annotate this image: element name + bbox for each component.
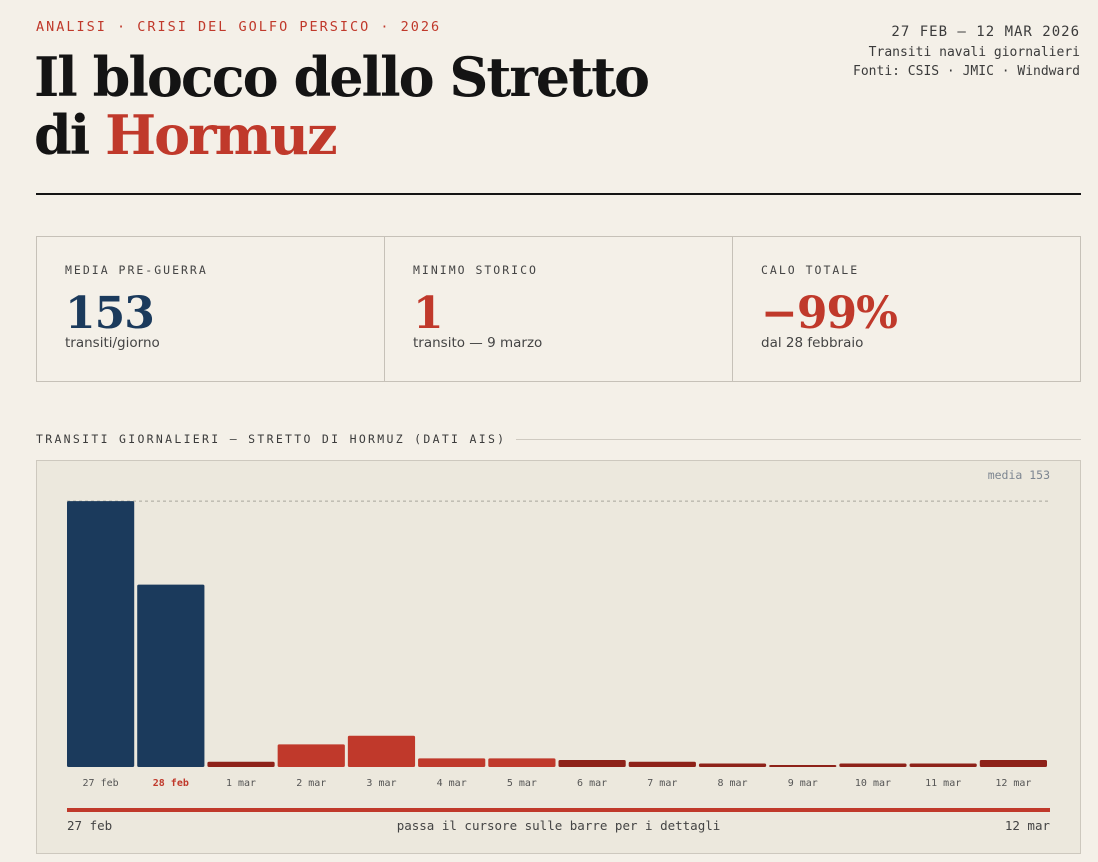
stats-panel: MEDIA PRE-GUERRA 153 transiti/giorno MIN… (36, 236, 1081, 382)
timeline-end-label: 12 mar (1004, 818, 1050, 833)
bar-chart: 27 feb 28 feb 1 mar 2 mar 3 mar 4 mar 5 mar 6 m… (67, 500, 1050, 789)
x-tick-label: 27 feb (83, 778, 119, 789)
title-line-1: Il blocco dello Stretto (34, 45, 650, 109)
meta-info: 27 FEB – 12 MAR 2026 Transiti navali gio… (853, 23, 1080, 82)
x-tick-label: 7 mar (647, 778, 677, 789)
stat-label: CALO TOTALE (761, 263, 860, 277)
bar-chart-panel: 27 feb 28 feb 1 mar 2 mar 3 mar 4 mar 5 mar 6 m… (36, 460, 1081, 854)
stat-historic-minimum: MINIMO STORICO 1 transito — 9 marzo (385, 237, 733, 381)
bar-12-mar[interactable] (979, 760, 1047, 767)
stat-value: 1 (413, 288, 444, 339)
stat-sub: transiti/giorno (65, 335, 160, 351)
bar-3-mar[interactable] (347, 735, 416, 767)
bar-5-mar[interactable] (488, 758, 556, 767)
bar-6-mar[interactable] (558, 760, 626, 767)
stat-value: 153 (65, 288, 155, 339)
bar-11-mar[interactable] (909, 763, 977, 767)
x-tick-label: 28 feb (153, 778, 189, 789)
x-tick-label: 4 mar (437, 778, 467, 789)
chart-section-header: TRANSITI GIORNALIERI — STRETTO DI HORMUZ… (36, 432, 1081, 446)
stat-label: MINIMO STORICO (413, 263, 538, 277)
header-divider (36, 193, 1081, 195)
meta-subject: Transiti navali giornalieri (868, 44, 1080, 60)
meta-dates: 27 FEB – 12 MAR 2026 (891, 24, 1080, 40)
kicker: ANALISI · CRISI DEL GOLFO PERSICO · 2026 (36, 19, 442, 35)
bar-1-mar[interactable] (207, 761, 275, 767)
x-tick-label: 9 mar (788, 778, 818, 789)
timeline-start-label: 27 feb (67, 818, 113, 833)
meta-sources: Fonti: CSIS · JMIC · Windward (853, 64, 1080, 79)
x-tick-label: 10 mar (855, 778, 891, 789)
bar-28-feb[interactable] (137, 584, 205, 767)
stat-sub: transito — 9 marzo (413, 335, 543, 351)
stat-value: −99% (761, 288, 898, 339)
stat-label: MEDIA PRE-GUERRA (65, 263, 208, 277)
title-prefix: di (34, 103, 90, 167)
x-tick-label: 3 mar (366, 778, 396, 789)
x-tick-label: 5 mar (507, 778, 537, 789)
chart-section-title: TRANSITI GIORNALIERI — STRETTO DI HORMUZ… (36, 432, 507, 446)
x-tick-label: 1 mar (226, 778, 256, 789)
x-tick-label: 11 mar (925, 778, 961, 789)
bar-2-mar[interactable] (277, 744, 345, 767)
x-tick-label: 8 mar (717, 778, 747, 789)
section-rule (516, 438, 1081, 440)
x-tick-label: 6 mar (577, 778, 607, 789)
bar-27-feb[interactable] (67, 501, 135, 767)
stat-total-drop: CALO TOTALE −99% dal 28 febbraio (733, 237, 1080, 381)
stat-prewar-average: MEDIA PRE-GUERRA 153 transiti/giorno (37, 237, 385, 381)
bar-4-mar[interactable] (418, 758, 486, 767)
bar-9-mar[interactable] (769, 765, 837, 767)
average-line-label: media 153 (987, 468, 1050, 482)
stat-sub: dal 28 febbraio (761, 335, 864, 351)
page-title: Il blocco dello Stretto di Hormuz (34, 45, 650, 167)
bar-7-mar[interactable] (628, 761, 696, 767)
x-tick-label: 2 mar (296, 778, 326, 789)
bar-8-mar[interactable] (698, 763, 767, 767)
x-tick-label: 12 mar (995, 778, 1031, 789)
title-accent: Hormuz (105, 103, 338, 167)
timeline-bar (67, 808, 1050, 812)
bar-10-mar[interactable] (839, 763, 907, 767)
hover-hint: passa il cursore sulle barre per i detta… (396, 818, 721, 833)
